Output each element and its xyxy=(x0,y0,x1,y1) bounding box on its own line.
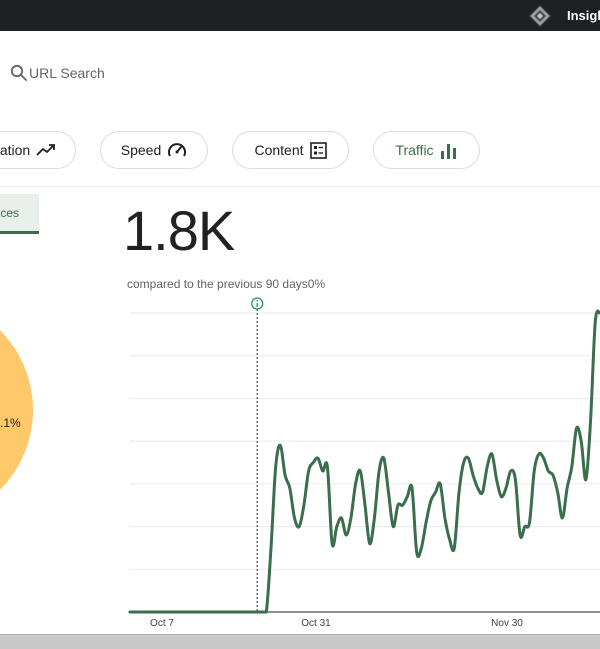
tab-content[interactable]: Content xyxy=(232,131,349,169)
bar-chart-icon xyxy=(440,142,458,159)
chart-grid xyxy=(130,312,600,570)
x-tick-label: Nov 30 xyxy=(491,618,523,629)
url-search[interactable]: URL Search xyxy=(10,62,105,84)
search-label: URL Search xyxy=(29,65,105,81)
pie-chart xyxy=(0,289,40,529)
metric-tabs: ation Speed Content xyxy=(0,131,600,169)
x-tick-label: Oct 31 xyxy=(301,618,331,629)
top-app-bar: Insigh xyxy=(0,0,600,31)
trending-up-icon xyxy=(36,143,56,157)
comparison-delta: 0% xyxy=(307,277,326,291)
x-axis-ticks: Oct 7 Oct 31 Nov 30 xyxy=(150,618,523,629)
pie-percent-label: .1% xyxy=(0,416,21,430)
search-icon xyxy=(10,64,27,81)
tab-traffic[interactable]: Traffic xyxy=(373,131,480,169)
tab-speed[interactable]: Speed xyxy=(100,131,208,169)
comparison-text: compared to the previous 90 days0% xyxy=(127,277,325,291)
section-divider xyxy=(0,186,600,187)
speedometer-icon xyxy=(167,141,187,159)
x-tick-label: Oct 7 xyxy=(150,618,174,629)
sources-subtab[interactable]: ces xyxy=(0,194,39,234)
diamond-logo-icon[interactable] xyxy=(529,5,551,27)
content-list-icon xyxy=(309,141,327,159)
tab-label: Traffic xyxy=(395,142,434,158)
total-metric-value: 1.8K xyxy=(123,199,235,262)
brand-name: Insigh xyxy=(567,8,600,23)
series-line xyxy=(128,309,600,614)
comparison-label: compared to the previous 90 days xyxy=(127,277,308,291)
tab-label: Speed xyxy=(120,142,162,158)
tab-label: ation xyxy=(0,142,31,158)
tab-optimization[interactable]: ation xyxy=(0,131,76,169)
info-icon[interactable] xyxy=(251,297,264,310)
subtab-label: ces xyxy=(0,205,19,220)
tab-label: Content xyxy=(254,142,304,158)
traffic-line-chart: Oct 7 Oct 31 Nov 30 xyxy=(128,297,600,629)
horizontal-scrollbar[interactable] xyxy=(0,634,600,649)
pie-slice xyxy=(0,330,33,490)
